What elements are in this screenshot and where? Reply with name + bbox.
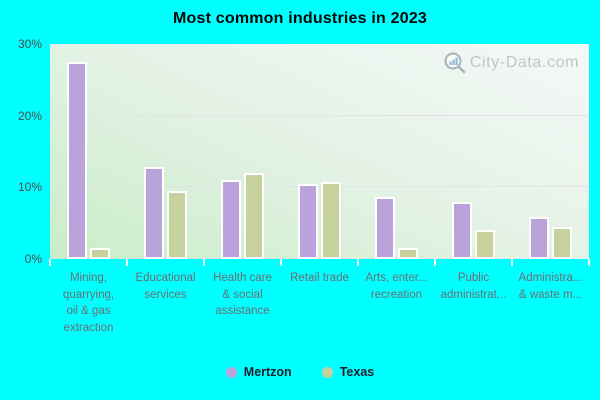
bars-row — [50, 44, 589, 259]
x-axis-tick — [511, 259, 513, 266]
bar-texas — [90, 248, 110, 259]
gridline-20 — [50, 114, 589, 116]
x-axis-tick — [588, 259, 590, 266]
x-category-label: Mining, quarrying, oil & gas extraction — [62, 272, 115, 335]
legend-swatch-icon — [225, 366, 237, 378]
x-category-label: Arts, enter... recreation — [365, 272, 428, 301]
x-category-label: Public administrat... — [440, 272, 507, 301]
bar-mertzon — [144, 167, 164, 259]
category-group — [204, 44, 281, 259]
bar-mertzon — [298, 183, 318, 259]
x-axis-tick — [280, 259, 282, 266]
bar-texas — [244, 173, 264, 259]
x-axis-tick — [357, 259, 359, 266]
category-group — [281, 44, 358, 259]
y-tick-label: 20% — [17, 108, 42, 123]
bar-texas — [475, 230, 495, 259]
bar-mertzon — [375, 197, 395, 259]
category-group — [50, 44, 127, 259]
bar-texas — [398, 248, 418, 259]
x-category-label: Health care & social assistance — [213, 272, 272, 318]
legend-item-mertzon: Mertzon — [225, 365, 292, 379]
category-group — [127, 44, 204, 259]
bar-mertzon — [221, 180, 241, 259]
x-axis-tick — [126, 259, 128, 266]
x-axis-tick — [203, 259, 205, 266]
legend: Mertzon Texas — [0, 365, 600, 379]
x-axis-tick — [49, 259, 51, 266]
legend-item-texas: Texas — [321, 365, 375, 379]
plot-area: City-Data.com — [50, 44, 589, 259]
city-data-logo-icon — [444, 52, 466, 74]
legend-label: Mertzon — [243, 365, 292, 379]
chart-title: Most common industries in 2023 — [172, 10, 428, 27]
bar-texas — [552, 226, 572, 259]
y-tick-label: 0% — [24, 252, 42, 266]
x-category-label: Retail trade — [290, 272, 349, 284]
watermark: City-Data.com — [443, 51, 579, 74]
bar-mertzon — [529, 217, 549, 259]
bar-texas — [321, 181, 341, 259]
category-group — [358, 44, 435, 259]
x-category-label: Educational services — [135, 272, 196, 301]
x-axis-category-labels: Mining, quarrying, oil & gas extraction E… — [50, 270, 589, 337]
category-group — [435, 44, 512, 259]
gridline-10 — [50, 186, 589, 188]
watermark-text: City-Data.com — [469, 53, 579, 71]
y-tick-label: 10% — [17, 180, 42, 195]
y-tick-label: 30% — [17, 37, 42, 51]
legend-swatch-icon — [321, 366, 333, 378]
legend-label: Texas — [339, 365, 375, 379]
x-category-label: Administra... & waste m... — [518, 272, 583, 301]
bar-mertzon — [67, 61, 87, 259]
x-axis-tick — [434, 259, 436, 266]
bar-texas — [167, 190, 187, 259]
category-group — [512, 44, 589, 259]
bar-mertzon — [452, 201, 472, 259]
